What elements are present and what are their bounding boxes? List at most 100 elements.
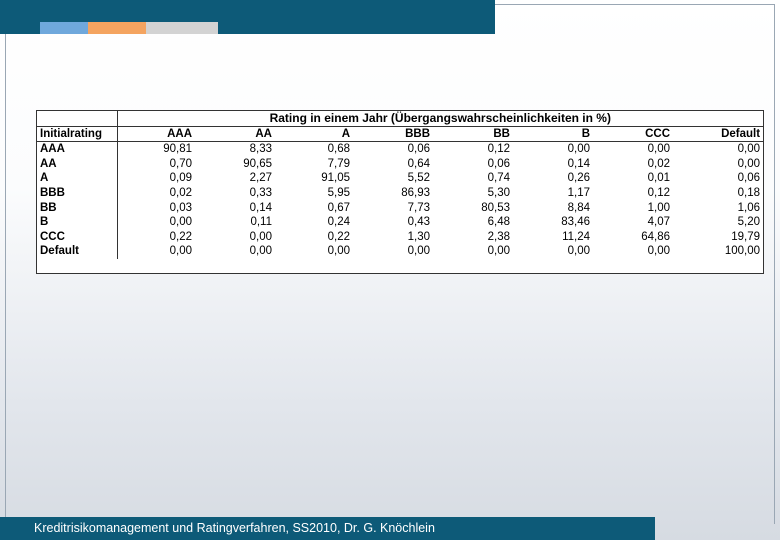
- table-cell: 0,14: [567, 157, 590, 170]
- table-cell: 0,74: [487, 172, 510, 185]
- table-cell: 0,00: [647, 245, 670, 258]
- column-header: CCC: [593, 126, 673, 143]
- table-cell: 5,20: [737, 216, 761, 229]
- table-cell: 0,00: [169, 245, 192, 258]
- table-cell: 0,09: [169, 172, 192, 185]
- table-cell: 86,93: [401, 186, 430, 199]
- table-cell: 2,38: [487, 230, 510, 243]
- table-cell: 0,68: [327, 143, 350, 156]
- table-cell: 19,79: [731, 230, 761, 243]
- row-label: BBB: [37, 185, 118, 201]
- column-header: AA: [195, 126, 275, 143]
- table-cell: 0,70: [169, 157, 192, 170]
- table-cell: 1,17: [567, 186, 590, 199]
- column-header: Default: [673, 126, 764, 143]
- table-cell: 100,00: [724, 245, 761, 258]
- corner-cell: [37, 111, 118, 127]
- table-cell: 0,00: [169, 216, 192, 229]
- table-cell: 0,01: [647, 172, 670, 185]
- table-cell: 5,52: [407, 172, 430, 185]
- table-row: B 0,00 0,11 0,24 0,43 6,48 83,46 4,07 5,20: [37, 215, 763, 230]
- table-cell: 90,81: [163, 143, 192, 156]
- table-cell: 5,95: [327, 186, 350, 199]
- table-cell: 0,12: [647, 186, 670, 199]
- table-cell: 0,06: [487, 157, 510, 170]
- table-cell: 0,33: [249, 186, 272, 199]
- table-cell: 64,86: [641, 230, 670, 243]
- table-cell: 0,06: [737, 172, 761, 185]
- table-cell: 0,00: [487, 245, 510, 258]
- table-cell: 0,00: [737, 143, 761, 156]
- table-cell: 91,05: [321, 172, 350, 185]
- column-header: BBB: [353, 126, 433, 143]
- table-cell: 0,12: [487, 143, 510, 156]
- table-cell: 0,43: [407, 216, 430, 229]
- table-cell: 0,00: [327, 245, 350, 258]
- column-header: A: [275, 126, 353, 143]
- table-cell: 0,22: [169, 230, 192, 243]
- table-cell: 0,00: [567, 245, 590, 258]
- row-label: A: [37, 171, 118, 186]
- table-cell: 0,64: [407, 157, 430, 170]
- table-row: Default 0,00 0,00 0,00 0,00 0,00 0,00 0,00 100,0…: [37, 244, 763, 259]
- table-cell: 0,00: [249, 230, 272, 243]
- table-cell: 0,06: [407, 143, 430, 156]
- table-cell: 83,46: [561, 216, 590, 229]
- table-cell: 0,00: [407, 245, 430, 258]
- table-cell: 1,00: [647, 201, 670, 214]
- row-label: Default: [37, 244, 118, 259]
- footer-text: Kreditrisikomanagement und Ratingverfahr…: [34, 521, 435, 535]
- row-label: AA: [37, 156, 118, 172]
- table-cell: 80,53: [481, 201, 510, 214]
- table-cell: 0,14: [249, 201, 272, 214]
- table-row: CCC 0,22 0,00 0,22 1,30 2,38 11,24 64,86 19,79: [37, 229, 763, 245]
- table-cell: 0,00: [249, 245, 272, 258]
- table-cell: 0,67: [327, 201, 350, 214]
- column-header: AAA: [117, 126, 195, 143]
- column-header: B: [513, 126, 593, 143]
- table-cell: 0,03: [169, 201, 192, 214]
- table-cell: 7,79: [327, 157, 350, 170]
- table-cell: 0,02: [647, 157, 670, 170]
- accent-swatch-orange: [88, 22, 146, 34]
- table-cell: 0,22: [327, 230, 350, 243]
- frame-line: [5, 34, 6, 522]
- table-row: BB 0,03 0,14 0,67 7,73 80,53 8,84 1,00 1,06: [37, 200, 763, 216]
- row-label: AAA: [37, 141, 118, 157]
- table-cell: 6,48: [487, 216, 510, 229]
- table-cell: 8,33: [249, 143, 272, 156]
- frame-line: [774, 4, 775, 524]
- table-cell: 11,24: [562, 230, 590, 243]
- table-cell: 2,27: [249, 172, 272, 185]
- table-cell: 4,07: [647, 216, 670, 229]
- row-label: CCC: [37, 229, 118, 245]
- matrix: Rating in einem Jahr (Übergangswahrschei…: [37, 111, 764, 259]
- table-cell: 90,65: [243, 157, 272, 170]
- table-cell: 0,11: [250, 216, 272, 229]
- header-bar: [0, 0, 495, 34]
- transition-matrix-table: Rating in einem Jahr (Übergangswahrschei…: [36, 110, 764, 274]
- table-title: Rating in einem Jahr (Übergangswahrschei…: [117, 111, 764, 127]
- table-cell: 8,84: [567, 201, 590, 214]
- table-row: BBB 0,02 0,33 5,95 86,93 5,30 1,17 0,12 0,18: [37, 185, 763, 201]
- table-cell: 1,30: [407, 230, 430, 243]
- accent-swatch-blue: [40, 22, 88, 34]
- table-cell: 0,18: [737, 186, 761, 199]
- accent-swatch-gray: [146, 22, 218, 34]
- row-header-label: Initialrating: [37, 126, 118, 143]
- table-cell: 5,30: [487, 186, 510, 199]
- footer-bar: Kreditrisikomanagement und Ratingverfahr…: [0, 517, 655, 540]
- frame-line: [495, 4, 775, 5]
- row-label: B: [37, 215, 118, 230]
- table-row: AA 0,70 90,65 7,79 0,64 0,06 0,14 0,02 0,00: [37, 156, 763, 172]
- table-cell: 0,24: [327, 216, 350, 229]
- table-cell: 0,26: [567, 172, 590, 185]
- row-label: BB: [37, 200, 118, 216]
- table-cell: 7,73: [407, 201, 430, 214]
- table-cell: 1,06: [737, 201, 761, 214]
- table-cell: 0,00: [647, 143, 670, 156]
- table-row: AAA 90,81 8,33 0,68 0,06 0,12 0,00 0,00 0,00: [37, 141, 763, 157]
- table-cell: 0,00: [737, 157, 761, 170]
- column-header: BB: [433, 126, 513, 143]
- table-cell: 0,00: [567, 143, 590, 156]
